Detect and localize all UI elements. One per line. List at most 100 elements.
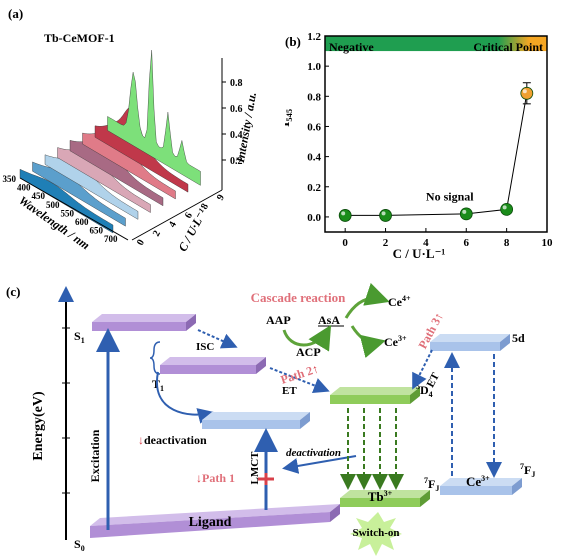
excitation-label: Excitation — [88, 429, 102, 482]
chart-axes: 0.0 0.2 0.4 0.6 0.8 1.0 1.2 0 2 4 6 8 10 — [307, 31, 553, 249]
ce3-label: Ce3+ — [384, 334, 407, 349]
et1-label: ET — [282, 385, 297, 397]
wavelength-tick-label: 450 — [32, 191, 46, 201]
chart-bands: Negative Critical Point — [325, 36, 547, 54]
panel-c-label: (c) — [6, 284, 20, 299]
panel-b-scatter-chart: (b) Negative Critical Point 0.00.20.40.60… — [285, 31, 553, 261]
plot-frame — [324, 35, 548, 233]
panel-b-label: (b) — [285, 34, 301, 49]
y-tick-label: 1.0 — [307, 61, 321, 73]
spectrum-ribbon — [19, 168, 114, 234]
data-point-highlight — [381, 211, 386, 216]
wavelength-axis-line — [19, 177, 129, 241]
chart-points — [338, 82, 534, 222]
isc-arrow — [197, 329, 238, 349]
x-tick-label: 6 — [464, 237, 470, 249]
intensity-tick-label: 0.4 — [230, 130, 243, 141]
t1-brace — [149, 341, 161, 375]
wavelength-tick-label: 350 — [3, 174, 17, 184]
ce4-curve-arrow — [344, 282, 390, 319]
y-axis-label: I₅₄₅ — [285, 109, 293, 127]
y-tick-label: 0.4 — [307, 152, 321, 164]
intensity-tick-label: 0.8 — [230, 78, 243, 89]
band-label-negative: Negative — [329, 40, 374, 54]
wavelength-tick-label: 650 — [90, 226, 104, 236]
lmct-label: LMCT — [249, 451, 261, 485]
tb3-label: Tb3+ — [368, 489, 393, 504]
isc-label: ISC — [196, 341, 214, 353]
panel-c-energy-diagram: (c) Energy(eV) S1 T1 ISC Ligand S0 Excit… — [6, 282, 535, 556]
panel-a-3d-spectra: (a) Tb-CeMOF-1 0.2 0.4 0.6 0.8 Intensity / … — [3, 6, 260, 254]
path1-label: ↓Path 1 — [196, 471, 235, 485]
d4-level — [330, 387, 420, 404]
cascade-reaction-label: Cascade reaction — [251, 290, 346, 305]
c-tick-label: 0 — [135, 238, 147, 248]
deactivation-curve-arrow — [155, 371, 214, 424]
wavelength-tick-label: 500 — [46, 200, 60, 210]
x-tick-label: 0 — [342, 237, 348, 249]
x-tick-label: 4 — [423, 237, 429, 249]
x-tick-label: 8 — [504, 237, 510, 249]
x-axis-label: C / U·L⁻¹ — [393, 246, 446, 261]
data-point-highlight — [462, 209, 467, 214]
et-path2-arrow — [269, 367, 330, 394]
t1-level — [160, 357, 266, 374]
ligand-label: Ligand — [189, 515, 232, 530]
tb-emission-arrows — [340, 408, 404, 490]
y-tick-label: 0.2 — [307, 182, 321, 194]
no-signal-annotation: No signal — [426, 189, 474, 203]
intensity-ticks: 0.2 0.4 0.6 0.8 — [222, 78, 243, 167]
switch-on-label: Switch-on — [352, 527, 399, 539]
fj-ce-label: 7FJ — [520, 462, 535, 479]
data-point — [500, 202, 514, 216]
deactivation2-label: deactivation — [286, 447, 341, 459]
panel-a-label: (a) — [8, 6, 23, 21]
y-tick-label: 1.2 — [307, 31, 321, 43]
data-point-highlight — [522, 89, 527, 94]
spectra-ribbons — [19, 50, 201, 234]
data-point — [459, 207, 473, 221]
data-point-highlight — [341, 211, 346, 216]
d5-label: 5d — [512, 331, 525, 345]
intensity-tick-label: 0.6 — [230, 104, 243, 115]
c-axis-line — [131, 189, 223, 241]
energy-axis-label: Energy(eV) — [31, 391, 46, 461]
data-point — [520, 86, 534, 100]
y-tick-label: 0.8 — [307, 91, 321, 103]
x-tick-label: 2 — [383, 237, 389, 249]
asa-label: AsA — [318, 313, 340, 327]
ce-5d-level — [430, 334, 510, 351]
band-negative-critical — [325, 36, 547, 52]
aap-label: AAP — [266, 313, 291, 327]
ce4-label: Ce4+ — [388, 294, 411, 309]
s1-level — [92, 314, 196, 331]
s1-label: S1 — [74, 329, 85, 345]
wavelength-tick-label: 600 — [75, 217, 89, 227]
c-tick-label: 6 — [183, 211, 195, 221]
ce3-curve-arrow — [350, 325, 386, 358]
acp-label: ACP — [296, 345, 321, 359]
lmct-level — [202, 412, 310, 429]
band-label-critical: Critical Point — [473, 40, 543, 54]
data-point — [379, 209, 392, 222]
y-tick-label: 0.6 — [307, 121, 321, 133]
c-tick-label: 8 — [199, 202, 211, 212]
path2-label: Path 2↑ — [279, 361, 320, 386]
data-point-highlight — [502, 205, 507, 210]
wavelength-tick-label: 550 — [61, 208, 75, 218]
intensity-axis-label: Intensity / a.u. — [233, 91, 259, 165]
spectrum-ribbon — [107, 50, 201, 186]
s0-label: S0 — [74, 537, 85, 553]
tb-fj-level — [340, 490, 430, 507]
panel-a-title: Tb-CeMOF-1 — [44, 31, 115, 45]
c-tick-label: 2 — [151, 229, 163, 239]
switch-on-burst — [350, 512, 402, 556]
wavelength-tick-label: 400 — [17, 183, 31, 193]
c-tick-label: 4 — [167, 220, 179, 230]
x-tick-label: 10 — [542, 237, 554, 249]
deactivation1-label: ↓deactivation — [138, 433, 207, 447]
ce3-level-label: Ce3+ — [466, 474, 490, 489]
fj-tb-label: 7FJ — [424, 476, 439, 493]
